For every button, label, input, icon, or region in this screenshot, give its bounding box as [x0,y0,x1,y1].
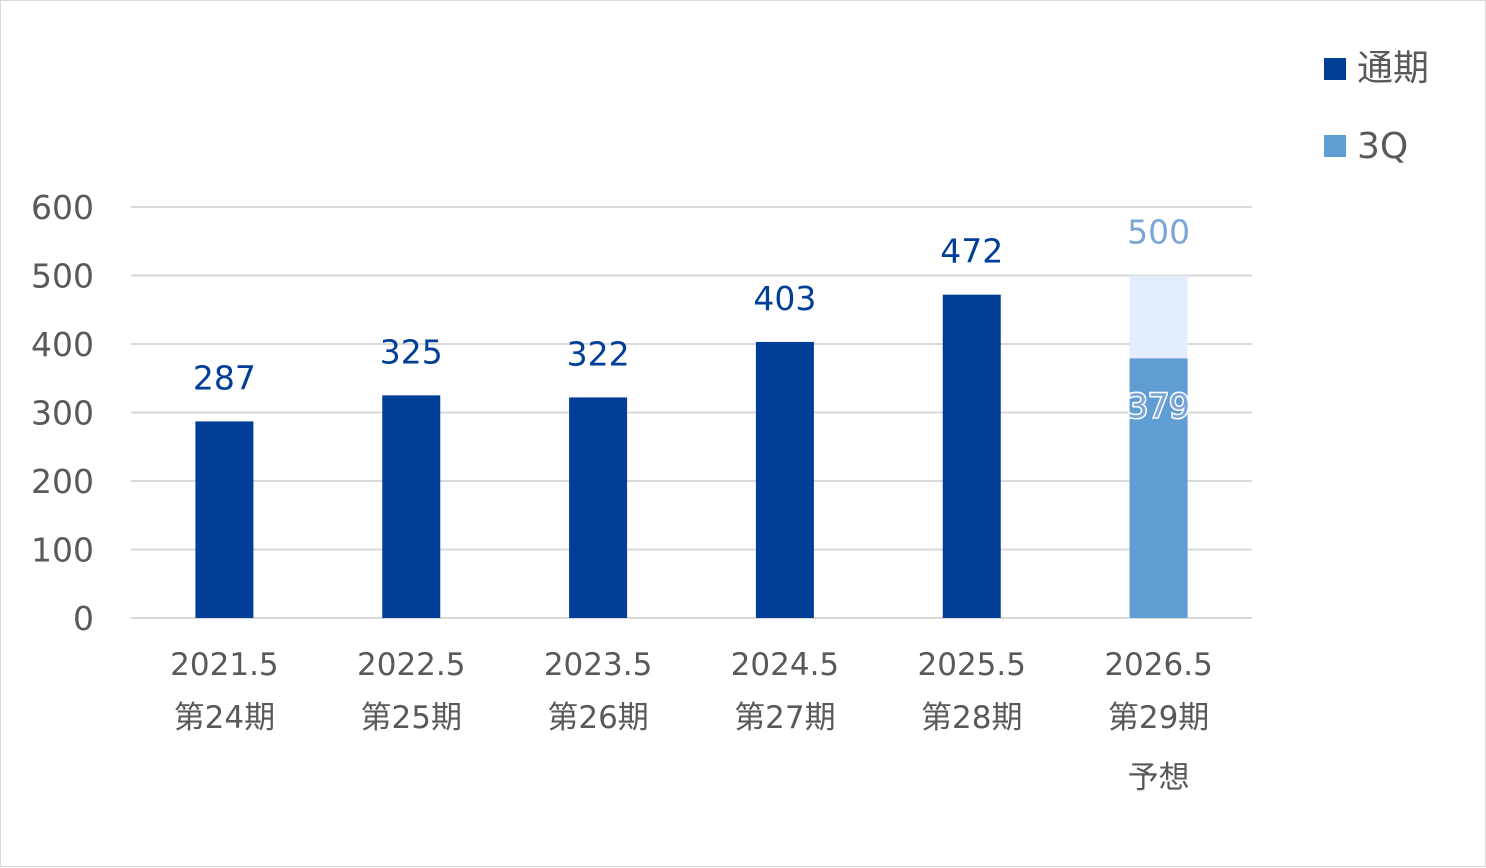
x-category-label: 第27期 [734,700,835,736]
legend-label-3q: 3Q [1357,126,1408,167]
data-label-annual: 322 [567,334,630,373]
data-label-3q: 379 [1127,386,1190,425]
bar-annual [382,395,441,618]
y-tick-label: 600 [31,188,94,227]
x-axis: 2021.5 第24期 2022.5 第25期 2023.5 第26期 2024.5 第27期… [170,647,1213,796]
gridlines [131,206,1252,619]
bars [195,275,1188,618]
y-tick-label: 400 [31,325,94,364]
x-category-label: 第29期 [1108,700,1209,736]
x-category-label: 2022.5 [357,647,465,683]
bar-annual [195,421,254,618]
y-axis: 0 100 200 300 400 500 600 [31,188,94,638]
x-category-label: 2026.5 [1104,647,1212,683]
x-category-label: 予想 [1128,760,1190,796]
data-label-annual: 287 [193,358,256,397]
x-category-label: 第28期 [921,700,1022,736]
x-category-label: 第26期 [547,700,648,736]
y-tick-label: 100 [31,531,94,570]
data-label-annual: 472 [940,232,1003,271]
y-tick-label: 0 [73,599,94,638]
bar-annual [942,294,1001,618]
data-label-annual: 325 [380,332,443,371]
data-label-annual: 403 [753,279,816,318]
data-label-forecast: 500 [1127,213,1190,252]
legend: 通期 3Q [1324,48,1429,167]
bar-annual [569,397,628,618]
y-tick-label: 500 [31,257,94,296]
legend-label-annual: 通期 [1357,48,1429,89]
x-category-label: 第25期 [361,700,462,736]
x-category-label: 2024.5 [731,647,839,683]
x-category-label: 2021.5 [170,647,278,683]
data-labels: 500 287 325 322 403 472 379 [193,213,1192,427]
y-tick-label: 200 [31,462,94,501]
bar-annual [755,341,814,618]
x-category-label: 2023.5 [544,647,652,683]
bar-3q [1129,358,1188,618]
x-category-label: 第24期 [174,700,275,736]
legend-swatch-3q [1324,135,1346,157]
x-category-label: 2025.5 [918,647,1026,683]
y-tick-label: 300 [31,394,94,433]
legend-swatch-annual [1324,58,1346,80]
